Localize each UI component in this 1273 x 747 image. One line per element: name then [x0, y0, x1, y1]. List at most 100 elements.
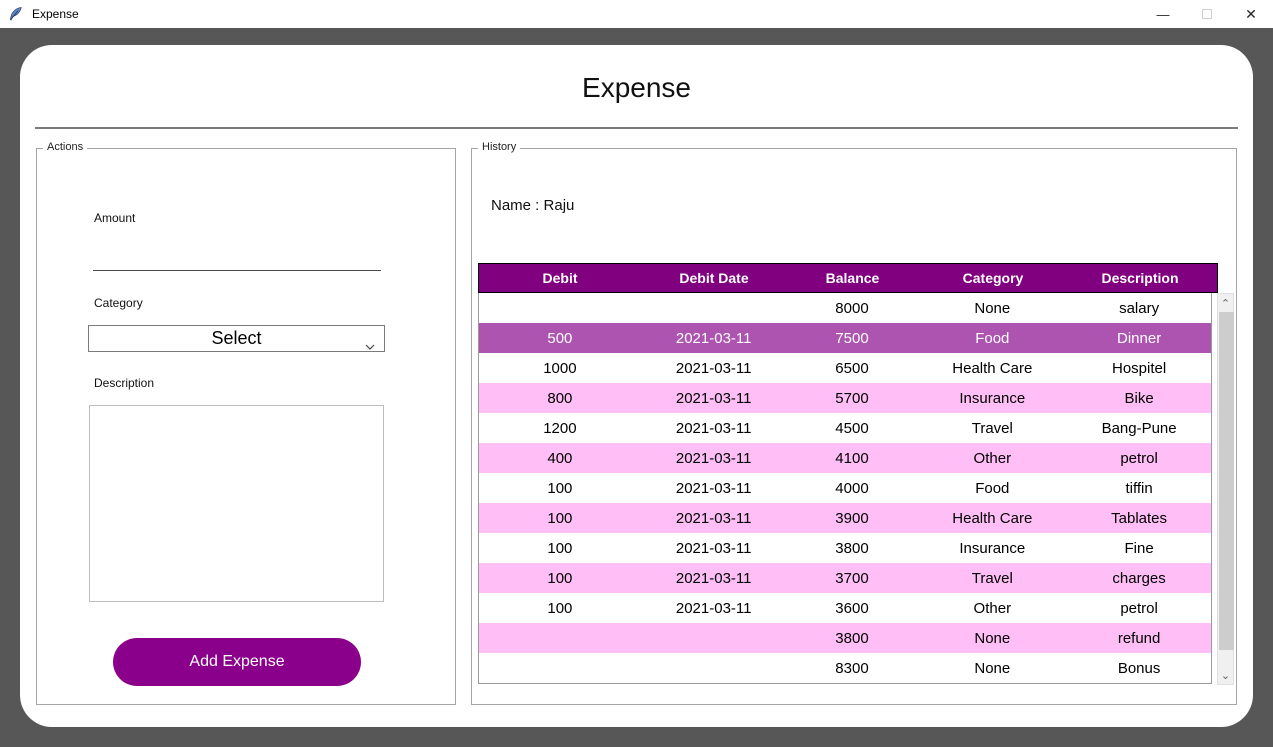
history-legend: History	[478, 141, 521, 153]
table-row[interactable]: 800 2021-03-11 5700 Insurance Bike	[479, 383, 1211, 413]
table-cell: Fine	[1124, 539, 1154, 557]
table-row[interactable]: 8300 None Bonus	[479, 653, 1211, 683]
title-separator	[35, 127, 1238, 129]
table-row[interactable]: 8000 None salary	[479, 293, 1211, 323]
table-cell: Hospitel	[1112, 359, 1167, 377]
table-cell: petrol	[1120, 449, 1158, 467]
table-row[interactable]: 100 2021-03-11 3600 Other petrol	[479, 593, 1211, 623]
table-cell	[479, 653, 641, 683]
table-cell: Health Care	[952, 359, 1033, 377]
table-row[interactable]: 100 2021-03-11 3700 Travel charges	[479, 563, 1211, 593]
page-title: Expense	[582, 72, 691, 103]
table-row[interactable]: 500 2021-03-11 7500 Food Dinner	[479, 323, 1211, 353]
table-row[interactable]: 1000 2021-03-11 6500 Health Care Hospitel	[479, 353, 1211, 383]
table-row[interactable]: 3800 None refund	[479, 623, 1211, 653]
table-cell: 6500	[835, 359, 869, 377]
table-cell: 4000	[835, 479, 869, 497]
description-input[interactable]	[89, 405, 384, 602]
table-cell: 3800	[835, 539, 869, 557]
table-cell: 8300	[835, 659, 869, 677]
table-cell: 100	[547, 599, 573, 617]
table-cell: Other	[973, 449, 1012, 467]
scroll-down-icon[interactable]: ⌄	[1220, 669, 1231, 682]
table-row[interactable]: 100 2021-03-11 3800 Insurance Fine	[479, 533, 1211, 563]
table-cell: 2021-03-11	[675, 539, 752, 557]
table-cell	[479, 293, 641, 323]
table-cell: 1200	[543, 419, 577, 437]
table-cell: Insurance	[959, 389, 1026, 407]
table-cell: 2021-03-11	[675, 479, 752, 497]
table-cell: 400	[547, 449, 573, 467]
table-cell: 8000	[835, 299, 869, 317]
table-cell: 2021-03-11	[675, 359, 752, 377]
table-cell: 3600	[835, 599, 869, 617]
table-cell: Travel	[971, 569, 1013, 587]
table-cell: tiffin	[1125, 479, 1153, 497]
amount-input[interactable]	[93, 249, 381, 271]
table-cell: Bonus	[1117, 659, 1161, 677]
table-cell: petrol	[1120, 599, 1158, 617]
actions-frame: Actions Amount Category Select Descripti…	[36, 141, 456, 705]
table-cell: 100	[547, 539, 573, 557]
tk-feather-icon	[8, 5, 26, 23]
table-cell	[641, 293, 787, 323]
category-select[interactable]: Select	[88, 325, 385, 352]
column-header[interactable]: Debit Date	[679, 270, 749, 286]
table-row[interactable]: 100 2021-03-11 3900 Health Care Tablates	[479, 503, 1211, 533]
table-cell: None	[974, 659, 1011, 677]
column-header[interactable]: Category	[962, 270, 1024, 286]
maximize-icon	[1202, 9, 1212, 19]
table-row[interactable]: 100 2021-03-11 4000 Food tiffin	[479, 473, 1211, 503]
table-cell: Tablates	[1111, 509, 1168, 527]
table-cell: 4500	[835, 419, 869, 437]
table-cell: salary	[1119, 299, 1160, 317]
column-header[interactable]: Balance	[825, 270, 880, 286]
table-cell: 100	[547, 479, 573, 497]
minimize-button[interactable]: —	[1141, 0, 1185, 28]
table-cell: 3900	[835, 509, 869, 527]
table-row[interactable]: 1200 2021-03-11 4500 Travel Bang-Pune	[479, 413, 1211, 443]
table-scrollbar[interactable]: ⌃ ⌄	[1217, 293, 1234, 685]
table-cell	[641, 623, 787, 653]
table-cell: 2021-03-11	[675, 569, 752, 587]
table-cell: None	[974, 629, 1011, 647]
user-name-text: Name : Raju	[491, 197, 575, 214]
maximize-button[interactable]	[1185, 0, 1229, 28]
table-cell: 2021-03-11	[675, 599, 752, 617]
title-bar: Expense — ✕	[0, 0, 1273, 28]
amount-label: Amount	[94, 211, 136, 225]
table-cell: Other	[973, 599, 1012, 617]
window-title: Expense	[32, 7, 79, 21]
table-cell: 100	[547, 569, 573, 587]
table-cell	[479, 623, 641, 653]
actions-legend: Actions	[43, 141, 88, 153]
scroll-up-icon[interactable]: ⌃	[1220, 297, 1231, 310]
description-label: Description	[94, 376, 155, 390]
add-expense-button[interactable]: Add Expense	[113, 638, 361, 686]
table-cell: Bike	[1124, 389, 1154, 407]
table-cell: refund	[1117, 629, 1161, 647]
table-row[interactable]: 400 2021-03-11 4100 Other petrol	[479, 443, 1211, 473]
category-selected-value: Select	[211, 328, 262, 348]
table-cell: 500	[547, 329, 573, 347]
close-button[interactable]: ✕	[1229, 0, 1273, 28]
column-header[interactable]: Description	[1101, 270, 1179, 286]
expense-table: 8000 None salary 500 2021-03-11 7500 Food Dinne…	[478, 293, 1212, 684]
table-cell: Travel	[971, 419, 1013, 437]
table-cell: 2021-03-11	[675, 509, 752, 527]
category-label: Category	[94, 296, 143, 310]
column-header[interactable]: Debit	[542, 270, 578, 286]
table-cell: Food	[975, 479, 1010, 497]
table-cell: 2021-03-11	[675, 419, 752, 437]
scrollbar-thumb[interactable]	[1219, 312, 1234, 650]
table-cell: 2021-03-11	[675, 329, 752, 347]
window-controls: — ✕	[1141, 0, 1273, 28]
table-cell: Food	[975, 329, 1010, 347]
table-cell: Bang-Pune	[1101, 419, 1177, 437]
table-cell: Insurance	[959, 539, 1026, 557]
table-cell: 4100	[835, 449, 869, 467]
chevron-down-icon	[365, 334, 375, 350]
table-cell: 5700	[835, 389, 869, 407]
table-cell: 3800	[835, 629, 869, 647]
